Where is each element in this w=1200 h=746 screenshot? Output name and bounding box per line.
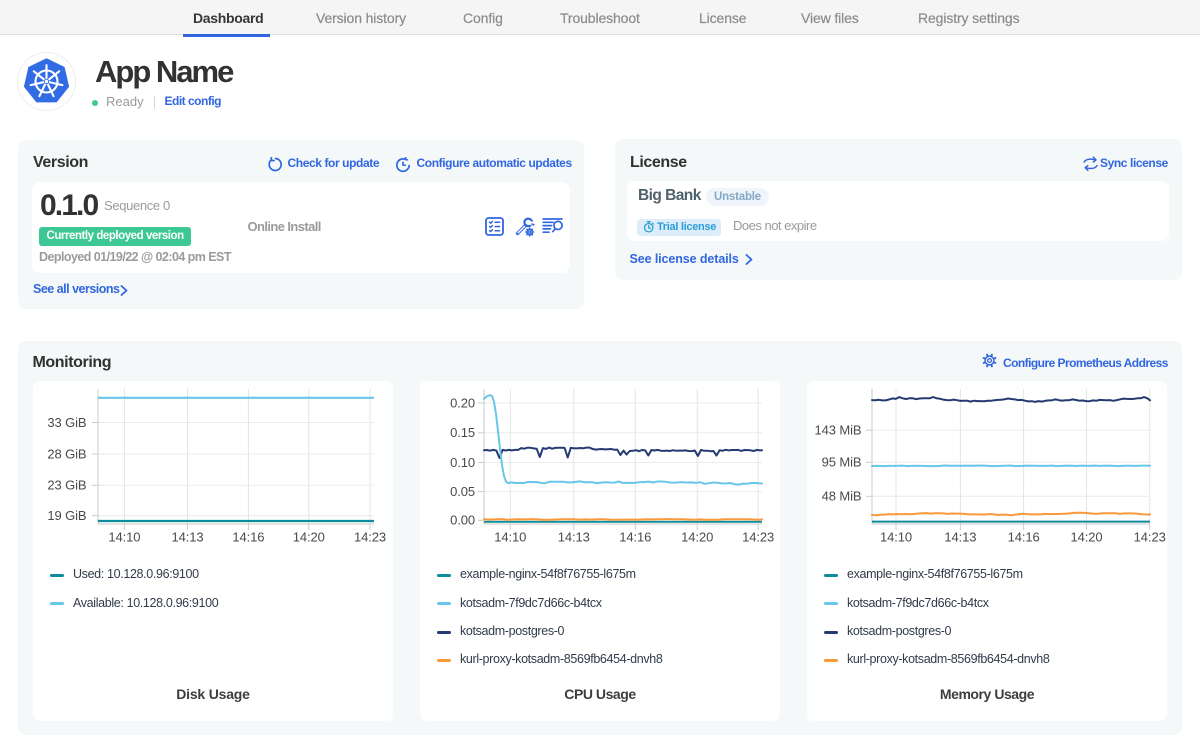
svg-text:0.10: 0.10 — [450, 455, 475, 470]
svg-text:0.15: 0.15 — [450, 425, 475, 440]
svg-text:14:23: 14:23 — [1134, 530, 1166, 545]
svg-text:14:13: 14:13 — [944, 530, 976, 545]
svg-text:14:16: 14:16 — [1008, 530, 1040, 545]
svg-text:14:20: 14:20 — [1070, 530, 1102, 545]
svg-text:0.00: 0.00 — [450, 513, 475, 528]
svg-text:0.20: 0.20 — [450, 395, 475, 410]
svg-text:14:16: 14:16 — [619, 530, 651, 545]
svg-text:14:13: 14:13 — [558, 530, 590, 545]
svg-text:14:10: 14:10 — [108, 530, 140, 545]
svg-text:14:23: 14:23 — [354, 530, 386, 545]
svg-text:33 GiB: 33 GiB — [47, 415, 86, 430]
svg-text:143 MiB: 143 MiB — [815, 423, 862, 438]
svg-text:95 MiB: 95 MiB — [822, 455, 862, 470]
svg-text:0.05: 0.05 — [450, 484, 475, 499]
svg-text:19 GiB: 19 GiB — [47, 508, 86, 523]
svg-text:14:20: 14:20 — [293, 530, 325, 545]
svg-text:14:16: 14:16 — [232, 530, 264, 545]
svg-text:14:13: 14:13 — [171, 530, 203, 545]
svg-text:14:10: 14:10 — [494, 530, 526, 545]
svg-text:14:20: 14:20 — [681, 530, 713, 545]
svg-text:48 MiB: 48 MiB — [822, 489, 862, 504]
svg-text:14:23: 14:23 — [742, 530, 774, 545]
svg-text:14:10: 14:10 — [880, 530, 912, 545]
svg-text:23 GiB: 23 GiB — [47, 478, 86, 493]
svg-text:28 GiB: 28 GiB — [47, 446, 86, 461]
